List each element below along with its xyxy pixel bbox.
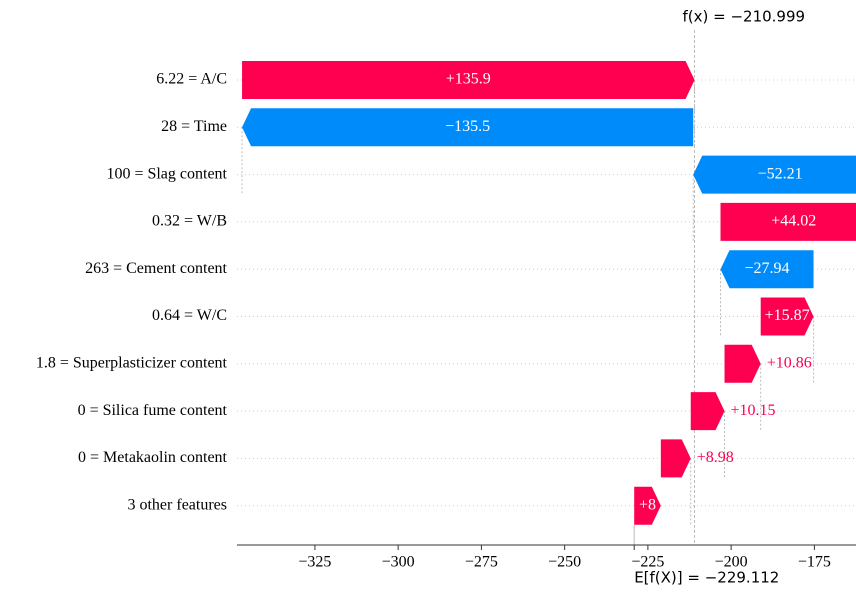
value-label: +10.15 [731,402,776,419]
value-label: +8.98 [697,449,734,466]
y-tick-label: 28 = Time [161,118,227,135]
fx-label: f(x) = −210.999 [683,8,806,26]
value-label: +15.87 [765,307,810,324]
y-tick-label: 0.32 = W/B [152,213,227,230]
x-tick-label: −200 [715,554,748,571]
value-label: +10.86 [767,354,812,371]
x-tick-label: −275 [465,554,498,571]
x-tick-label: −175 [798,554,831,571]
value-label: −27.94 [745,260,790,277]
shap-bar [242,108,694,147]
y-tick-label: 0 = Silica fume content [78,402,228,419]
y-tick-label: 0 = Metakaolin content [78,449,228,466]
value-label: +8 [639,496,656,513]
x-tick-label: −225 [631,554,664,571]
value-label: +44.02 [771,213,816,230]
shap-bar [760,297,814,336]
y-tick-label: 1.8 = Superplasticizer content [36,354,228,371]
base-label: E[f(X)] = −229.112 [634,569,779,587]
y-tick-label: 0.64 = W/C [152,307,227,324]
value-label: −52.21 [758,165,803,182]
shap-bar [720,202,856,241]
value-label: −135.5 [445,118,490,135]
shap-bar [693,155,856,194]
y-tick-label: 3 other features [127,496,227,513]
value-label: +135.9 [446,71,491,88]
x-tick-label: −300 [382,554,415,571]
shap-bar [720,250,814,289]
x-tick-label: −325 [298,554,331,571]
y-tick-label: 263 = Cement content [85,260,227,277]
shap-bar [242,61,695,99]
y-tick-label: 100 = Slag content [106,165,227,182]
shap-bar [724,344,761,383]
x-tick-label: −250 [548,554,581,571]
shap-bar [634,486,661,525]
y-tick-label: 6.22 = A/C [156,71,227,88]
shap-bar [690,392,725,431]
shap-bar [660,439,691,478]
